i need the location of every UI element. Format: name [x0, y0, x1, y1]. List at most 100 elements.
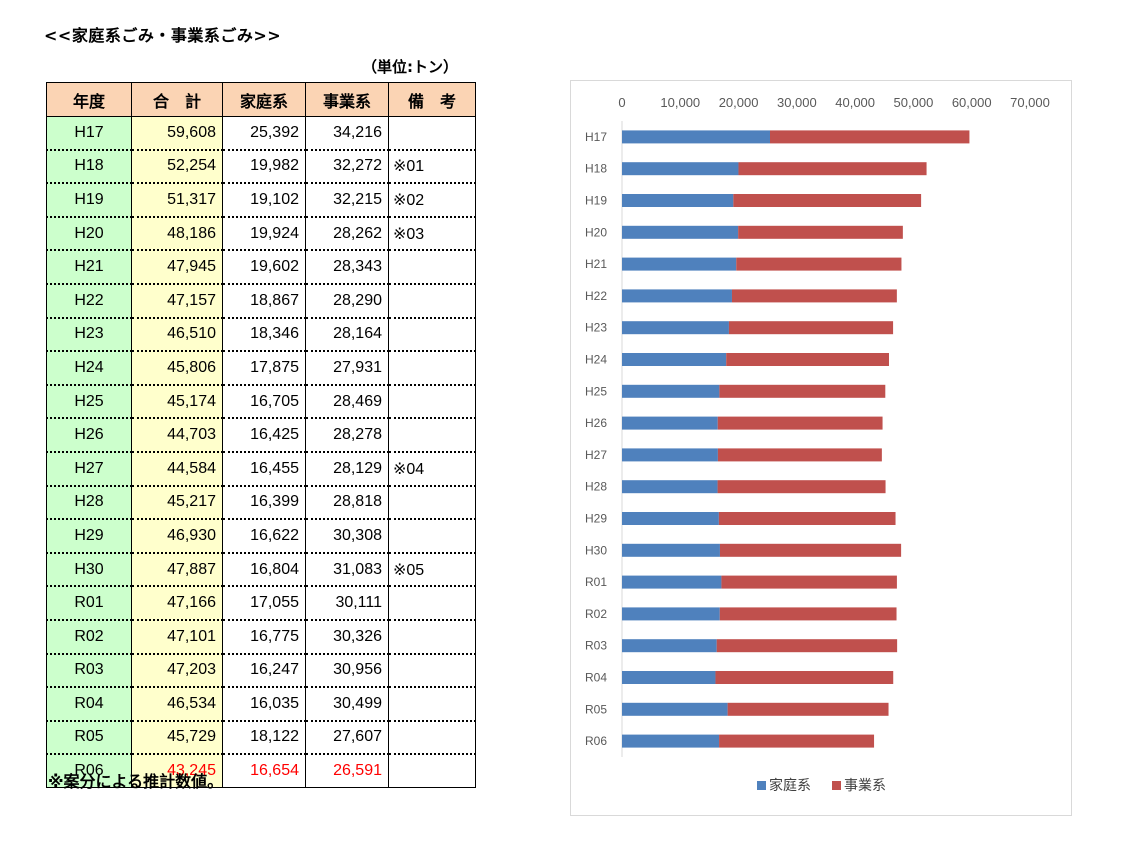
- unit-label: （単位:トン）: [362, 58, 458, 76]
- business-cell: 30,499: [305, 687, 389, 722]
- business-cell: 34,216: [305, 116, 389, 151]
- legend-swatch-household: [757, 781, 766, 790]
- y-tick-label: H26: [585, 416, 607, 430]
- year-cell: H29: [46, 519, 132, 554]
- header-household: 家庭系: [222, 82, 306, 117]
- total-cell: 47,203: [131, 653, 223, 689]
- bar-household: [622, 289, 732, 303]
- bar-business: [736, 257, 902, 271]
- household-cell: 19,602: [222, 250, 306, 285]
- total-cell: 47,887: [131, 552, 223, 588]
- total-cell: 59,608: [131, 116, 223, 151]
- bar-business: [717, 448, 882, 462]
- note-cell: [388, 250, 476, 285]
- household-cell: 18,346: [222, 317, 306, 353]
- business-cell: 30,111: [305, 586, 389, 621]
- bar-household: [622, 162, 739, 176]
- x-tick-label: 20,000: [719, 95, 759, 110]
- bar-household: [622, 384, 720, 398]
- bar-household: [622, 321, 729, 335]
- business-cell: 27,607: [305, 720, 389, 756]
- business-cell: 27,931: [305, 351, 389, 386]
- total-cell: 45,217: [131, 485, 223, 521]
- business-cell: 28,164: [305, 317, 389, 353]
- bar-business: [733, 194, 922, 207]
- y-tick-label: H22: [585, 289, 607, 303]
- table-row: H17 59,608 25,392 34,216: [46, 116, 476, 151]
- total-cell: 46,510: [131, 317, 223, 353]
- table-row: H30 47,887 16,804 31,083 ※05: [46, 552, 476, 588]
- bar-business: [727, 702, 889, 716]
- year-cell: R02: [46, 619, 132, 655]
- total-cell: 44,584: [131, 451, 223, 487]
- business-cell: 30,308: [305, 519, 389, 554]
- year-cell: R05: [46, 720, 132, 756]
- total-cell: 45,729: [131, 720, 223, 756]
- household-cell: 16,425: [222, 418, 306, 453]
- household-cell: 18,122: [222, 720, 306, 756]
- table-row: H25 45,174 16,705 28,469: [46, 384, 476, 420]
- bar-household: [622, 671, 716, 684]
- household-cell: 16,455: [222, 451, 306, 487]
- bar-household: [622, 416, 718, 430]
- household-cell: 25,392: [222, 116, 306, 151]
- year-cell: H28: [46, 485, 132, 521]
- y-tick-label: H18: [585, 162, 607, 176]
- y-tick-label: H24: [585, 353, 607, 367]
- note-cell: [388, 519, 476, 554]
- household-cell: 16,399: [222, 485, 306, 521]
- chart-container: 0 10,000 20,000 30,000 40,000 50,000 60,000 70,…: [570, 80, 1072, 816]
- bar-household: [622, 702, 728, 716]
- business-cell: 31,083: [305, 552, 389, 588]
- total-cell: 44,703: [131, 418, 223, 453]
- year-cell: R03: [46, 653, 132, 689]
- year-cell: H24: [46, 351, 132, 386]
- household-cell: 16,247: [222, 653, 306, 689]
- household-cell: 16,775: [222, 619, 306, 655]
- table-row: H21 47,945 19,602 28,343: [46, 250, 476, 285]
- y-tick-label: H19: [585, 194, 607, 208]
- legend-swatch-business: [832, 781, 841, 790]
- bar-household: [622, 257, 737, 271]
- bar-household: [622, 607, 720, 621]
- year-cell: H25: [46, 384, 132, 420]
- business-cell: 30,326: [305, 619, 389, 655]
- x-tick-label: 40,000: [835, 95, 875, 110]
- bar-business: [719, 734, 875, 748]
- note-cell: [388, 485, 476, 521]
- year-cell: R06: [46, 753, 132, 788]
- bar-business: [731, 289, 897, 303]
- year-cell: H20: [46, 216, 132, 252]
- business-cell: 28,290: [305, 283, 389, 319]
- household-cell: 17,875: [222, 351, 306, 386]
- y-tick-label: H25: [585, 384, 607, 398]
- legend-label-household: 家庭系: [769, 777, 811, 794]
- bar-business: [726, 353, 889, 366]
- bar-business: [738, 162, 927, 176]
- total-cell: 47,157: [131, 283, 223, 319]
- table-row: H22 47,157 18,867 28,290: [46, 283, 476, 319]
- table-row: H18 52,254 19,982 32,272 ※01: [46, 149, 476, 185]
- bar-business: [738, 225, 903, 239]
- year-cell: R04: [46, 687, 132, 722]
- y-tick-label: H17: [585, 130, 607, 144]
- household-cell: 19,102: [222, 183, 306, 218]
- y-tick-label: H30: [585, 543, 607, 557]
- bar-household: [622, 353, 727, 366]
- household-cell: 16,804: [222, 552, 306, 588]
- y-tick-label: R02: [585, 607, 607, 621]
- total-cell: 48,186: [131, 216, 223, 252]
- note-cell: ※05: [388, 552, 476, 588]
- table-row: H29 46,930 16,622 30,308: [46, 519, 476, 554]
- y-tick-label: R06: [585, 734, 607, 748]
- table-row: R04 46,534 16,035 30,499: [46, 687, 476, 722]
- bar-household: [622, 130, 770, 144]
- header-business: 事業系: [305, 82, 389, 117]
- bar-business: [716, 639, 898, 653]
- business-cell: 32,215: [305, 183, 389, 218]
- table-header-row: 年度 合 計 家庭系 事業系 備 考: [46, 82, 476, 117]
- note-cell: [388, 687, 476, 722]
- total-cell: 51,317: [131, 183, 223, 218]
- note-cell: [388, 619, 476, 655]
- business-cell: 28,343: [305, 250, 389, 285]
